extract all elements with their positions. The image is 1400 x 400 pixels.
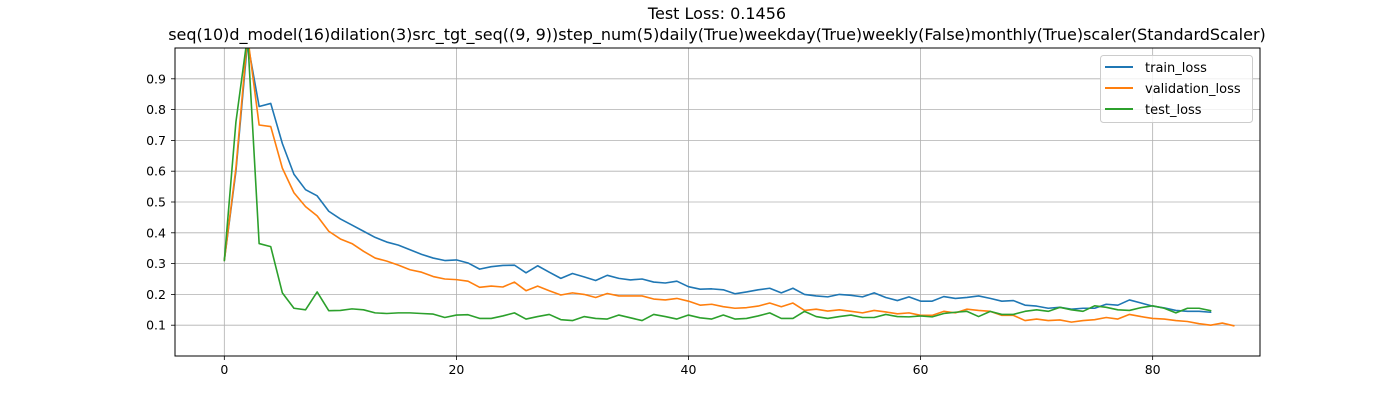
chart-title: Test Loss: 0.1456 xyxy=(647,4,786,23)
y-tick-label: 0.3 xyxy=(146,256,166,271)
x-tick-label: 20 xyxy=(448,362,464,377)
y-tick-label: 0.4 xyxy=(146,225,166,240)
legend-label-validation-loss: validation_loss xyxy=(1145,82,1241,97)
axis-ticks: 0 20 40 60 80 0.1 0.2 0.3 0.4 0.5 0.6 0.7 0.8 0.9 xyxy=(146,71,1161,377)
x-tick-label: 0 xyxy=(220,362,228,377)
series-line-test-loss xyxy=(223,48,1212,322)
y-tick-label: 0.5 xyxy=(146,195,166,210)
x-tick-label: 40 xyxy=(681,362,697,377)
x-tick-label: 80 xyxy=(1145,362,1161,377)
x-tick-label: 60 xyxy=(913,362,929,377)
y-tick-label: 0.6 xyxy=(146,164,166,179)
legend-label-train-loss: train_loss xyxy=(1145,61,1207,76)
y-tick-label: 0.1 xyxy=(146,318,166,333)
chart-subtitle: seq(10)d_model(16)dilation(3)src_tgt_seq… xyxy=(168,25,1266,45)
y-tick-label: 0.9 xyxy=(146,71,166,86)
y-tick-label: 0.8 xyxy=(146,102,166,117)
series-line-train-loss xyxy=(223,48,1212,314)
legend-box xyxy=(1100,55,1253,123)
legend: train_loss validation_loss test_loss xyxy=(1100,55,1253,123)
y-tick-label: 0.7 xyxy=(146,133,166,148)
legend-label-test-loss: test_loss xyxy=(1145,103,1202,118)
y-tick-label: 0.2 xyxy=(146,287,166,302)
series-line-validation-loss xyxy=(223,48,1235,327)
series-lines xyxy=(223,48,1235,327)
